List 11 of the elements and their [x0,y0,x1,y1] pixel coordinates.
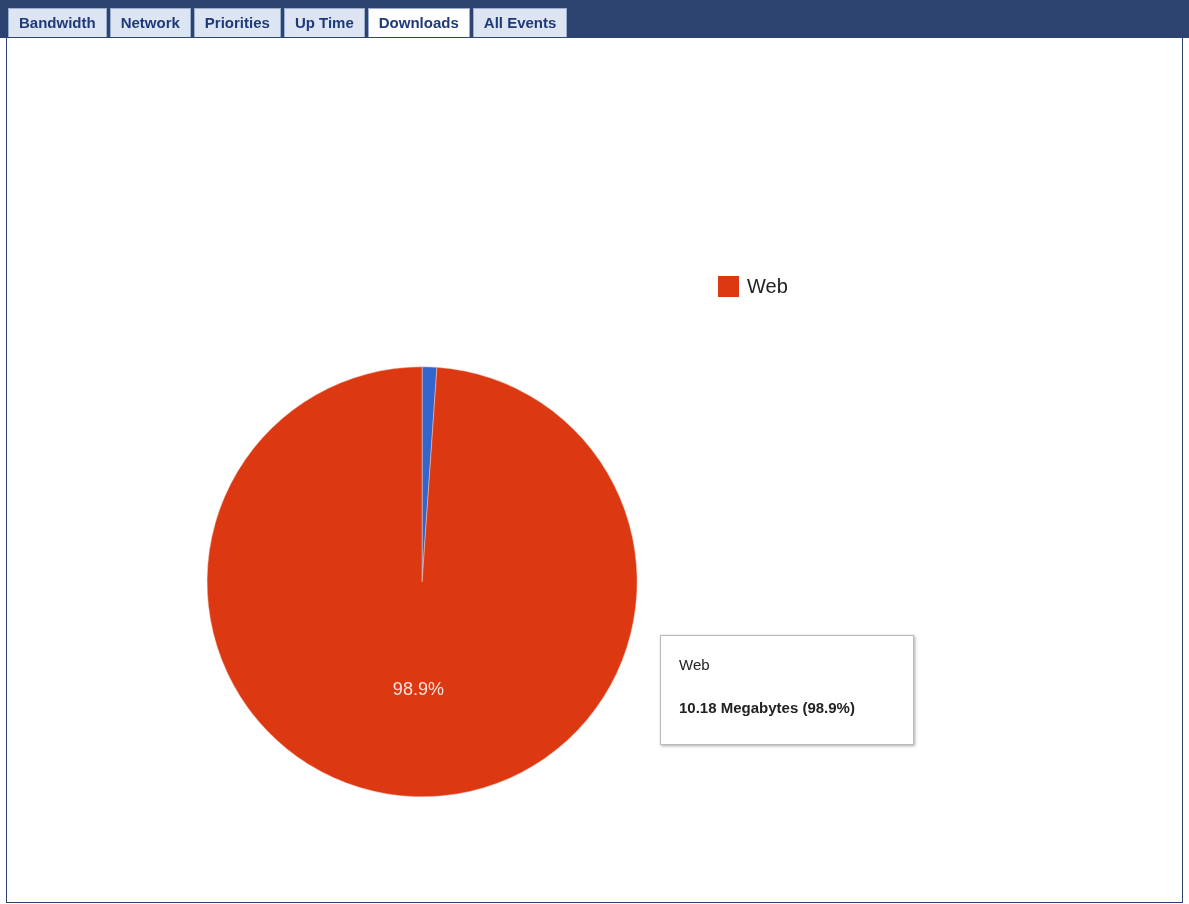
pie-slice [206,366,638,797]
data-label: 98.9% [392,679,444,700]
text: Priorities [193,8,281,37]
text: Network [109,8,191,37]
text: Bandwidth [8,8,107,37]
text: Web [679,656,710,673]
text: Up Time [283,8,365,37]
text: All Events [472,8,568,37]
text: 10.18 Megabytes (98.9%) [679,699,855,716]
legend-label: Web [747,275,788,298]
text: Downloads [367,8,470,37]
